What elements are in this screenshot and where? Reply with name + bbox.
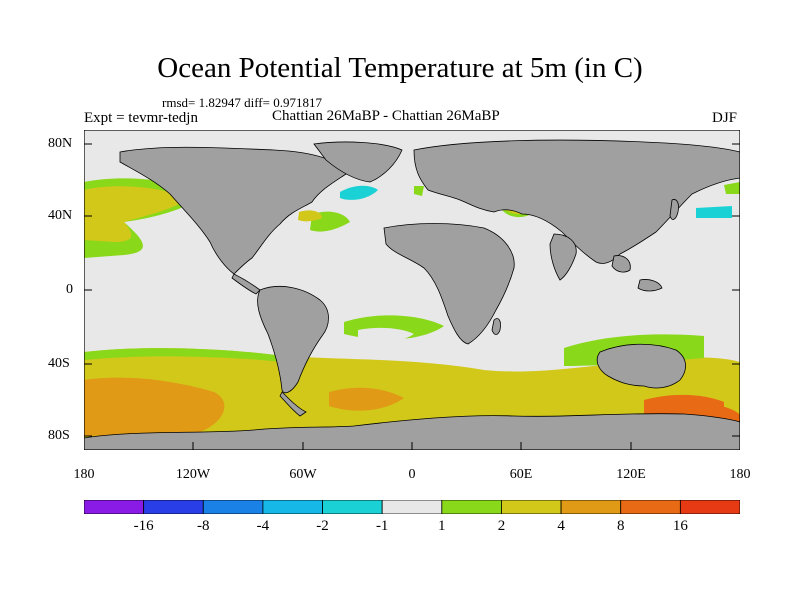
lat-label-40s: 40S	[48, 356, 70, 371]
colorbar-label: 2	[497, 518, 506, 534]
subtitle: Chattian 26MaBP - Chattian 26MaBP	[272, 108, 500, 124]
map-ticks	[84, 143, 740, 450]
stats-line: rmsd= 1.82947 diff= 0.971817	[162, 95, 322, 110]
lon-label-120w: 120W	[175, 467, 211, 482]
land-masses	[84, 139, 740, 450]
antarctic-peninsula	[279, 391, 307, 417]
colorbar-swatch	[143, 500, 204, 514]
lon-label-180w: 180	[73, 467, 95, 482]
season-label: DJF	[712, 110, 738, 126]
colorbar-swatch	[84, 500, 145, 514]
lon-label-60e: 60E	[509, 467, 533, 482]
colorbar-swatch	[560, 500, 622, 514]
lat-label-80s: 80S	[48, 428, 70, 443]
colorbar-swatch	[262, 500, 323, 514]
colorbar	[84, 500, 740, 514]
colorbar-swatch	[501, 500, 562, 514]
colorbar-label: -4	[256, 518, 270, 534]
colorbar-swatch	[441, 500, 502, 514]
experiment-label: Expt = tevmr-tedjn	[84, 110, 198, 126]
colorbar-label: -2	[316, 518, 329, 534]
lat-label-80n: 80N	[48, 136, 73, 151]
lon-label-120e: 120E	[616, 467, 646, 482]
colorbar-label: 1	[438, 518, 446, 534]
colorbar-swatch	[679, 500, 740, 514]
colorbar-label: -16	[133, 518, 154, 534]
lat-label-40n: 40N	[48, 208, 73, 223]
colorbar-swatch	[381, 500, 443, 514]
colorbar-swatch	[322, 500, 383, 514]
colorbar-swatch	[620, 500, 681, 514]
colorbar-label: -1	[375, 518, 389, 534]
map-title: Ocean Potential Temperature at 5m (in C)	[157, 52, 643, 84]
temperature-map	[84, 130, 740, 450]
colorbar-label: 16	[672, 518, 688, 534]
lon-label-60w: 60W	[289, 467, 317, 482]
lon-label-0: 0	[408, 467, 416, 482]
colorbar-label: -8	[197, 518, 210, 534]
lon-label-180e: 180	[729, 467, 751, 482]
colorbar-label: 8	[616, 518, 625, 534]
lat-label-0: 0	[66, 282, 73, 297]
colorbar-label: 4	[557, 518, 565, 534]
colorbar-swatch	[202, 500, 264, 514]
